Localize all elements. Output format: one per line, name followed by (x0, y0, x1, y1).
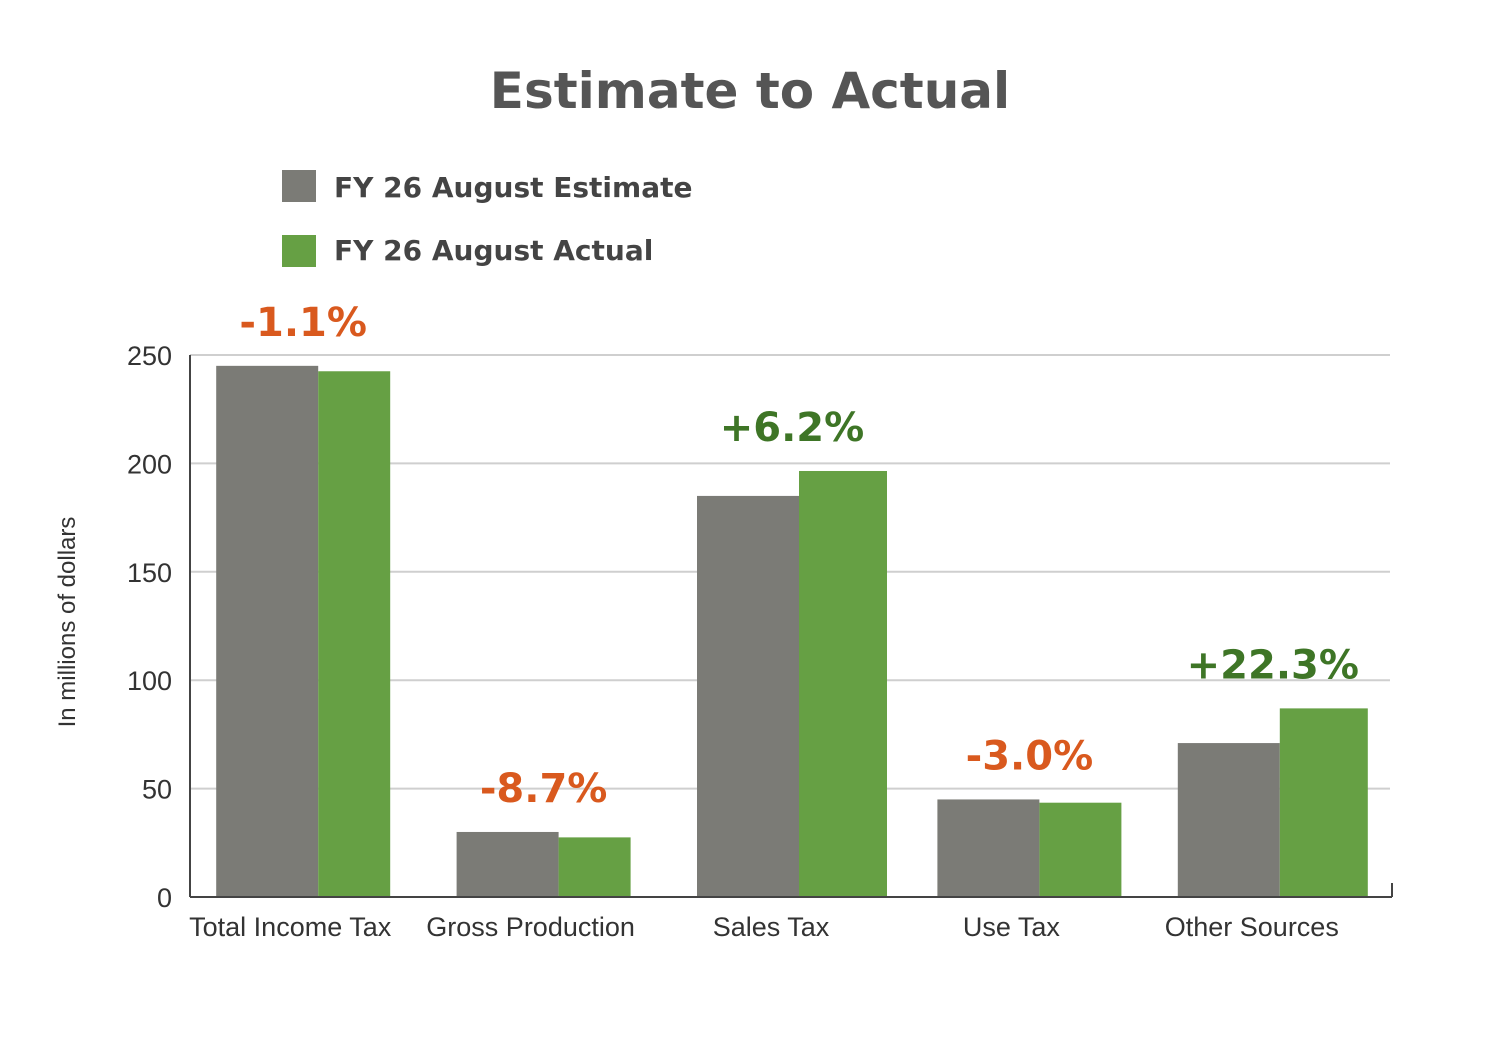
bar-change-label: +22.3% (1187, 642, 1359, 688)
x-tick-label: Total Income Tax (189, 912, 392, 942)
bar-estimate (697, 495, 799, 897)
y-axis-label: In millions of dollars (54, 517, 81, 728)
bar-change-label: -1.1% (239, 300, 367, 346)
bar-estimate (216, 365, 319, 898)
x-tick-label: Sales Tax (713, 912, 830, 942)
legend: FY 26 August Estimate FY 26 August Actua… (282, 170, 692, 267)
bar-change-label: -3.0% (966, 733, 1094, 779)
y-tick-label: 0 (157, 883, 172, 913)
x-tick-label: Other Sources (1165, 912, 1339, 942)
legend-swatch-estimate (282, 170, 316, 202)
bar-actual (558, 837, 631, 897)
bar-change-label: -8.7% (480, 766, 608, 812)
bar-change-label: +6.2% (720, 405, 864, 451)
y-tick-label: 150 (127, 558, 172, 588)
y-tick-label: 50 (142, 775, 172, 805)
annotations: -1.1% -8.7% +6.2% -3.0% +22.3% (239, 300, 1359, 812)
bar-estimate (937, 799, 1040, 897)
x-tick-label: Gross Production (426, 912, 635, 942)
legend-label-actual: FY 26 August Actual (334, 234, 653, 267)
x-tick-labels: Total Income Tax Gross Production Sales Ta… (189, 912, 1339, 942)
x-tick-label: Use Tax (963, 912, 1061, 942)
chart-title: Estimate to Actual (490, 62, 1010, 120)
bars (216, 365, 1368, 898)
legend-label-estimate: FY 26 August Estimate (334, 171, 692, 204)
y-tick-labels: 0 50 100 150 200 250 (127, 341, 172, 913)
bar-actual (799, 470, 887, 897)
axes (189, 355, 1393, 898)
bar-actual (1039, 802, 1122, 897)
y-tick-label: 100 (127, 666, 172, 696)
legend-swatch-actual (282, 235, 316, 267)
bar-actual (1279, 708, 1368, 897)
bar-estimate (1177, 743, 1280, 897)
bar-actual (318, 371, 391, 897)
y-tick-label: 250 (127, 341, 172, 371)
bar-estimate (456, 831, 559, 897)
y-tick-label: 200 (127, 449, 172, 479)
